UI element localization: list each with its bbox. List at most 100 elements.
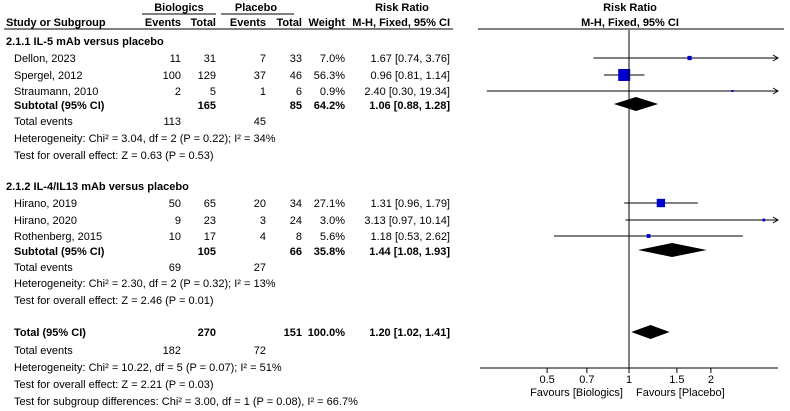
overall-effect-text: Test for overall effect: Z = 2.21 (P = 0…: [14, 379, 214, 391]
study-marker-0-1-point: [618, 68, 631, 82]
study-marker-0-0-point: [687, 55, 692, 61]
table-row-1-1-weight: 3.0%: [320, 215, 345, 227]
overall-effect-text: Test for overall effect: Z = 0.63 (P = 0…: [14, 150, 214, 162]
table-row-0-0-e2: 7: [260, 53, 266, 65]
table-row-1-0-n2: 34: [290, 198, 302, 210]
favours-right-label: Favours [Placebo]: [636, 387, 725, 399]
overall-effect-text: Test for overall effect: Z = 2.46 (P = 0…: [14, 295, 214, 307]
table-row-1-0-weight: 27.1%: [314, 198, 345, 210]
header-plot-method: M-H, Fixed, 95% CI: [581, 17, 679, 29]
table-row-0-1-e2: 37: [254, 70, 266, 82]
table-row-0-1-weight: 56.3%: [314, 70, 345, 82]
header-col-method: M-H, Fixed, 95% CI: [352, 17, 450, 29]
table-row-1-2-e2: 4: [260, 231, 266, 243]
subtotal-weight: 64.2%: [314, 100, 345, 112]
table-row-0-1-n2: 46: [290, 70, 302, 82]
heterogeneity-text: Heterogeneity: Chi² = 2.30, df = 2 (P = …: [14, 278, 276, 290]
header-group1-label: Biologics: [154, 2, 204, 14]
table-row-0-1-n1: 129: [198, 70, 216, 82]
header-col-total1: Total: [191, 17, 216, 29]
total-n1: 270: [198, 327, 216, 339]
table-row-1-1-name: Hirano, 2020: [14, 215, 77, 227]
subtotal-diamond-0: [613, 97, 659, 111]
study-marker-1-0-point: [656, 198, 666, 208]
table-row-1-2-n2: 8: [296, 231, 302, 243]
table-row-1-1-ci: 3.13 [0.97, 10.14]: [364, 215, 450, 227]
table-row-0-0-n1: 31: [204, 53, 216, 65]
subtotal-label: Subtotal (95% CI): [14, 246, 105, 258]
total-label: Total (95% CI): [14, 327, 86, 339]
table-row-1-0-name: Hirano, 2019: [14, 198, 77, 210]
overall-total-events-e2: 72: [254, 345, 266, 357]
heterogeneity-text: Heterogeneity: Chi² = 3.04, df = 2 (P = …: [14, 133, 276, 145]
x-tick-label-4: 2: [708, 374, 714, 386]
subtotal-n2: 85: [290, 100, 302, 112]
overall-total-events-label: Total events: [14, 345, 73, 357]
study-marker-0-0-arrow-right: [772, 54, 779, 62]
header-col-study: Study or Subgroup: [6, 17, 106, 29]
table-row-1-2-name: Rothenberg, 2015: [14, 231, 102, 243]
table-row-1-1-e1: 9: [175, 215, 181, 227]
study-marker-1-1-point: [762, 218, 766, 222]
table-row-0-2-n2: 6: [296, 86, 302, 98]
table-row-0-0-ci: 1.67 [0.74, 3.76]: [370, 53, 450, 65]
study-marker-0-2-point: [731, 90, 734, 92]
header-col-weight: Weight: [309, 17, 346, 29]
table-row-0-1-name: Spergel, 2012: [14, 70, 83, 82]
study-marker-1-1-arrow-right: [772, 216, 779, 224]
x-tick-label-1: 0.7: [579, 374, 594, 386]
table-row-0-0-name: Dellon, 2023: [14, 53, 76, 65]
overall-total-events-e1: 182: [163, 345, 181, 357]
table-row-0-2-e1: 2: [175, 86, 181, 98]
table-row-0-1-ci: 0.96 [0.81, 1.14]: [370, 70, 450, 82]
subgroup-title: 2.1.1 IL-5 mAb versus placebo: [6, 36, 164, 48]
table-row-0-0-e1: 11: [170, 53, 181, 65]
total-events-e1: 113: [163, 116, 181, 128]
study-marker-0-2-arrow-right: [772, 87, 779, 95]
table-row-1-2-e1: 10: [169, 231, 181, 243]
header-risk-ratio-label: Risk Ratio: [375, 2, 429, 14]
header-col-events2: Events: [230, 17, 266, 29]
subtotal-n1: 165: [198, 100, 216, 112]
header-group2-label: Placebo: [235, 2, 277, 14]
table-row-1-2-weight: 5.6%: [320, 231, 345, 243]
subtotal-ci: 1.44 [1.08, 1.93]: [369, 246, 450, 258]
subgroup-differences-text: Test for subgroup differences: Chi² = 3.…: [14, 396, 358, 408]
table-row-1-0-e2: 20: [254, 198, 266, 210]
favours-left-label: Favours [Biologics]: [530, 387, 623, 399]
x-tick-label-3: 1.5: [669, 374, 684, 386]
total-events-label: Total events: [14, 116, 73, 128]
total-weight: 100.0%: [308, 327, 346, 339]
x-tick-label-2: 1: [626, 374, 632, 386]
x-tick-label-0: 0.5: [539, 374, 554, 386]
header-col-events1: Events: [145, 17, 181, 29]
table-row-1-0-n1: 65: [204, 198, 216, 210]
table-row-0-1-e1: 100: [163, 70, 181, 82]
total-diamond: [631, 325, 670, 339]
subtotal-ci: 1.06 [0.88, 1.28]: [369, 100, 450, 112]
table-row-0-0-weight: 7.0%: [320, 53, 345, 65]
subtotal-diamond-1: [638, 243, 707, 257]
table-row-1-2-n1: 17: [204, 231, 216, 243]
header-col-total2: Total: [277, 17, 302, 29]
table-row-1-1-e2: 3: [260, 215, 266, 227]
subtotal-label: Subtotal (95% CI): [14, 100, 105, 112]
table-row-1-2-ci: 1.18 [0.53, 2.62]: [370, 231, 450, 243]
table-row-0-2-name: Straumann, 2010: [14, 86, 98, 98]
total-events-e2: 27: [254, 262, 266, 274]
total-events-e2: 45: [254, 116, 266, 128]
total-n2: 151: [284, 327, 302, 339]
study-marker-1-2-point: [646, 234, 651, 238]
overall-heterogeneity-text: Heterogeneity: Chi² = 10.22, df = 5 (P =…: [14, 362, 282, 374]
header-plot-title: Risk Ratio: [603, 2, 657, 14]
table-row-1-0-e1: 50: [169, 198, 181, 210]
table-row-0-2-weight: 0.9%: [320, 86, 345, 98]
total-events-label: Total events: [14, 262, 73, 274]
subgroup-title: 2.1.2 IL-4/IL13 mAb versus placebo: [6, 181, 189, 193]
total-events-e1: 69: [169, 262, 181, 274]
subtotal-n2: 66: [290, 246, 302, 258]
table-row-1-0-ci: 1.31 [0.96, 1.79]: [370, 198, 450, 210]
table-row-0-2-n1: 5: [210, 86, 216, 98]
table-row-0-2-e2: 1: [260, 86, 266, 98]
